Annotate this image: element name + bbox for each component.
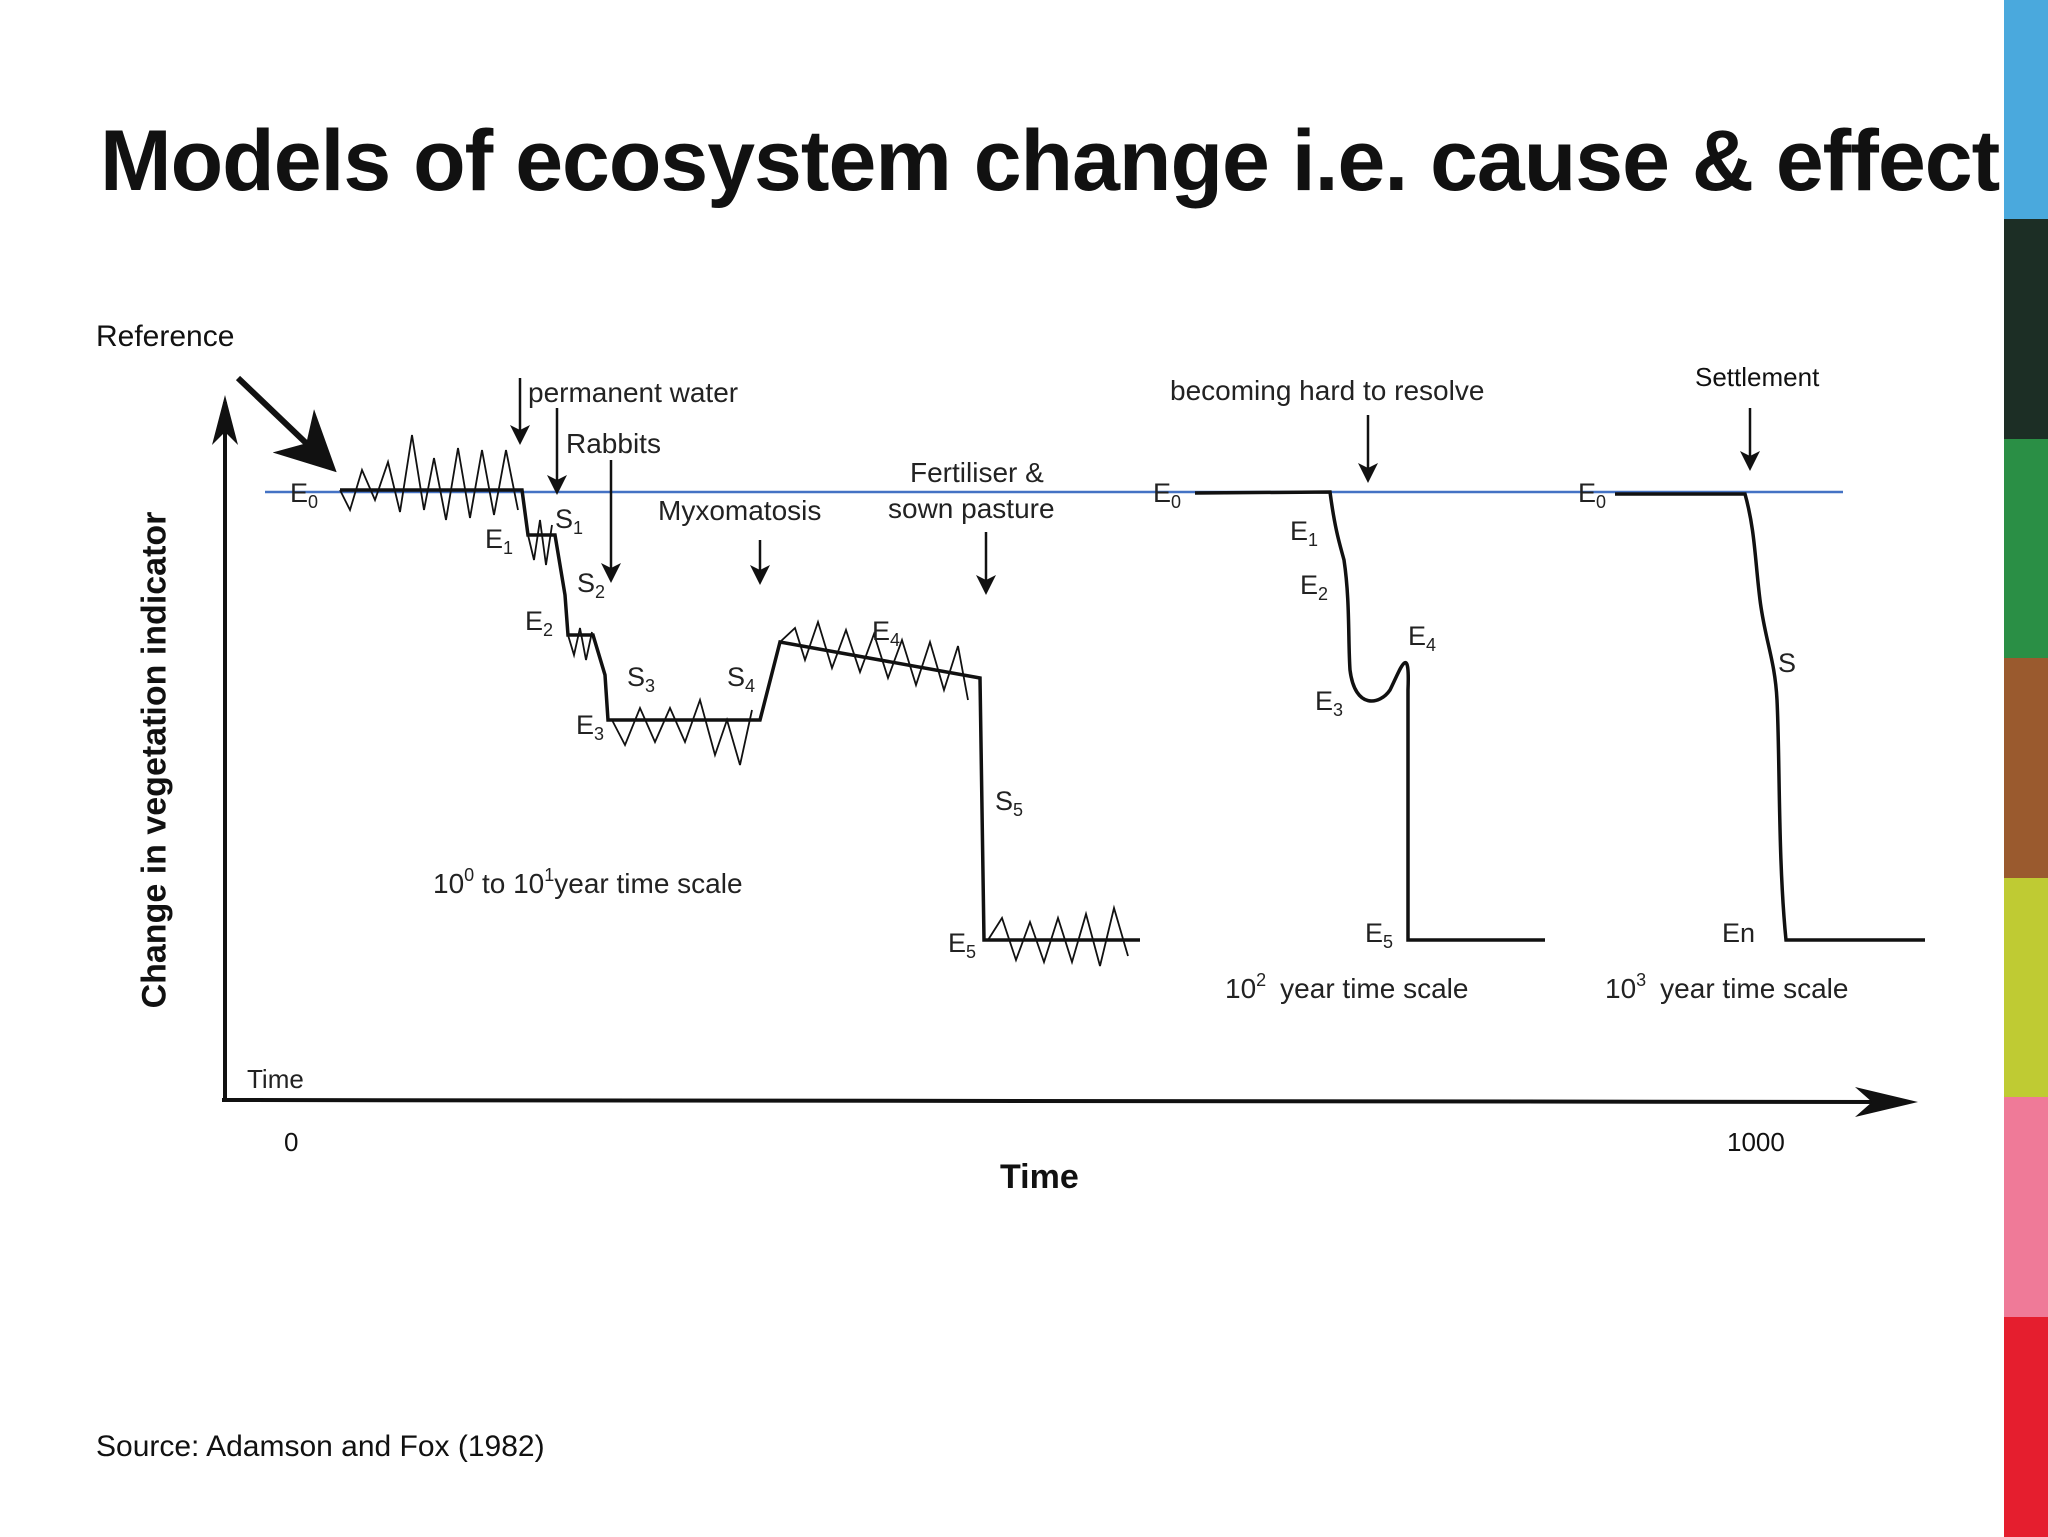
state-label: E3 [576,710,604,744]
state-label: E0 [1153,478,1181,512]
scale-label-1: 100 to 101year time scale [433,865,743,899]
color-stripe [2004,219,2048,440]
trace-decadal-fluctuation [339,434,1129,967]
color-stripe [2004,877,2048,1099]
trace-millennial [1615,492,1925,942]
x-tick-end: 1000 [1727,1127,1785,1157]
state-label: S [1778,648,1796,678]
scale-label-2: 102 year time scale [1225,970,1468,1004]
trace-century [1194,490,1545,942]
scale-label-3: 103 year time scale [1605,970,1848,1004]
trace-decadal [340,488,1140,942]
state-label: E0 [1578,478,1606,512]
state-label: E1 [485,524,513,558]
label-fertiliser-2: sown pasture [888,493,1055,524]
state-label: E0 [290,478,318,512]
state-label: E5 [1365,918,1393,952]
source-citation: Source: Adamson and Fox (1982) [96,1430,545,1463]
state-label: E1 [1290,516,1318,550]
color-stripe [2004,0,2048,221]
reference-label: Reference [96,320,235,353]
color-stripe [2004,1316,2048,1537]
x-tick-start: 0 [284,1127,299,1157]
color-stripe [2004,1097,2048,1318]
state-label: E3 [1315,686,1343,720]
x-axis-arrowhead [1855,1087,1918,1117]
label-myxomatosis: Myxomatosis [658,495,821,526]
state-label: E4 [872,616,900,650]
state-labels: E0 E1 S1 S2 E2 S3 S4 E4 E3 S5 E5 E0 E1 E2 E4 E3 E5 E0 S En [290,478,1796,962]
state-label: E4 [1408,621,1436,655]
state-label: S5 [995,786,1023,820]
label-hard-to-resolve: becoming hard to resolve [1170,375,1484,406]
y-axis-arrowhead [212,395,238,445]
state-label: En [1722,918,1755,948]
state-label: E2 [525,606,553,640]
label-inner-time: Time [247,1064,304,1094]
state-label: E2 [1300,570,1328,604]
label-rabbits: Rabbits [566,428,661,459]
state-label: E5 [948,928,976,962]
state-label: S4 [727,662,755,696]
x-axis-label: Time [1000,1158,1079,1196]
color-stripe [2004,438,2048,660]
reference-arrow [235,375,337,473]
state-label: S3 [627,662,655,696]
slide-title: Models of ecosystem change i.e. cause & … [100,113,2000,209]
label-fertiliser-1: Fertiliser & [910,457,1044,488]
settlement-label: Settlement [1695,362,1820,392]
state-label: S2 [577,568,605,602]
color-stripe [2004,658,2048,879]
x-axis [221,1098,1891,1104]
state-label: S1 [555,504,583,538]
label-permanent-water: permanent water [528,377,738,408]
